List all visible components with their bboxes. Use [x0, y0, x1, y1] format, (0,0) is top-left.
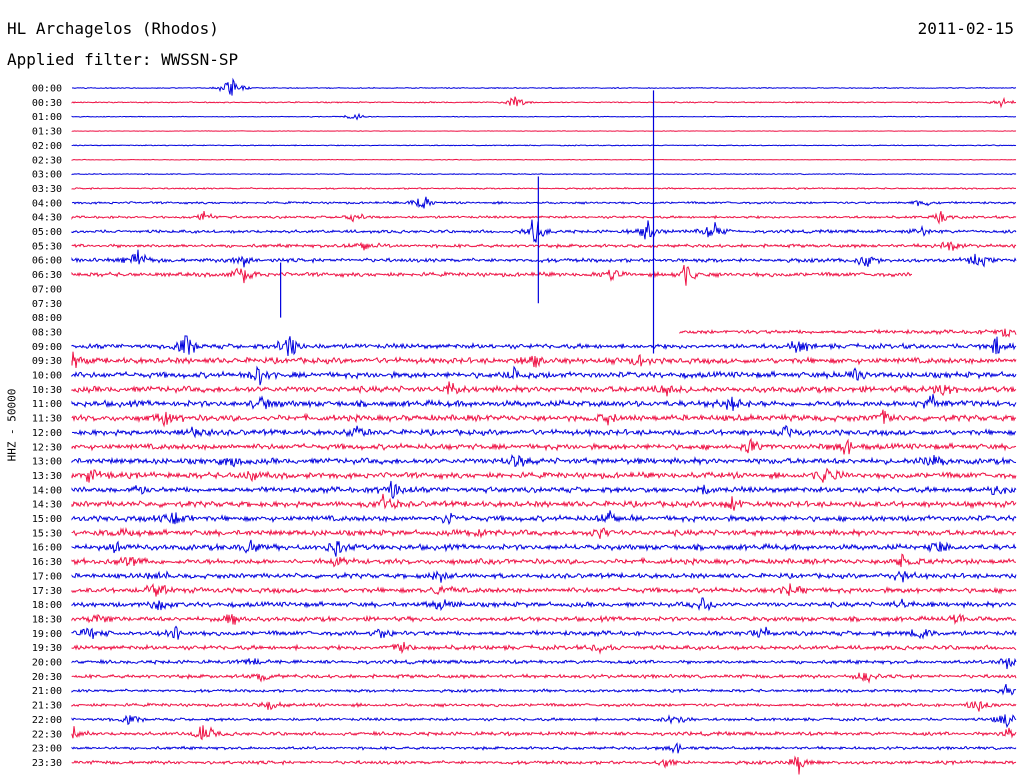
trace-line	[71, 96, 1017, 109]
trace-line	[679, 328, 1017, 338]
time-tick-label: 02:30	[32, 155, 62, 166]
trace-line	[71, 409, 1017, 428]
trace-line	[71, 454, 1017, 468]
time-tick-label: 13:30	[32, 471, 62, 482]
trace-line	[71, 613, 1017, 625]
time-tick-label: 19:30	[32, 643, 62, 654]
trace-line	[71, 186, 1016, 191]
time-tick-label: 05:30	[32, 241, 62, 252]
trace-line	[71, 553, 1016, 568]
trace-line	[71, 112, 1017, 121]
trace-line	[71, 381, 1017, 397]
time-tick-label: 15:30	[32, 528, 62, 539]
time-tick-label: 20:30	[32, 672, 62, 683]
trace-line	[71, 144, 1017, 147]
time-tick-label: 14:30	[32, 500, 62, 511]
time-tick-label: 17:30	[32, 586, 62, 597]
trace-line	[71, 249, 1017, 268]
traces-group	[71, 77, 1017, 775]
tick-labels-group: 00:00 00:30 01:00 01:30 02:00 02:30 03:00 03:30…	[32, 84, 62, 769]
time-tick-label: 14:00	[32, 485, 62, 496]
date-label: 2011-02-15	[917, 19, 1014, 38]
trace-line	[71, 130, 1017, 132]
time-tick-label: 11:30	[32, 414, 62, 425]
filter-label: Applied filter: WWSSN-SP	[7, 50, 239, 69]
time-tick-label: 03:30	[32, 184, 62, 195]
trace-line	[71, 493, 1017, 511]
time-tick-label: 21:00	[32, 686, 62, 697]
station-title: HL Archagelos (Rhodos)	[7, 19, 219, 38]
time-tick-label: 12:00	[32, 428, 62, 439]
time-tick-label: 06:30	[32, 270, 62, 281]
time-tick-label: 22:00	[32, 715, 62, 726]
time-tick-label: 08:00	[32, 313, 62, 324]
trace-line	[71, 219, 1017, 243]
trace-line	[71, 683, 1017, 696]
trace-line	[71, 539, 1017, 557]
trace-line	[71, 77, 1017, 96]
trace-line	[71, 335, 1017, 357]
trace-line	[71, 510, 1017, 526]
time-tick-label: 05:00	[32, 227, 62, 238]
time-tick-label: 23:30	[32, 758, 62, 769]
time-tick-label: 13:00	[32, 457, 62, 468]
time-tick-label: 06:00	[32, 256, 62, 267]
time-tick-label: 09:00	[32, 342, 62, 353]
trace-line	[71, 196, 1017, 209]
time-tick-label: 08:30	[32, 327, 62, 338]
time-tick-label: 04:30	[32, 213, 62, 224]
time-tick-label: 23:00	[32, 744, 62, 755]
trace-line	[71, 158, 1017, 161]
trace-line	[71, 211, 1017, 225]
time-tick-label: 09:30	[32, 356, 62, 367]
trace-line	[71, 480, 1017, 500]
time-tick-label: 18:00	[32, 600, 62, 611]
trace-line	[71, 700, 1017, 712]
time-tick-label: 19:00	[32, 629, 62, 640]
time-tick-label: 16:00	[32, 543, 62, 554]
trace-line	[71, 467, 1017, 483]
time-tick-label: 20:00	[32, 658, 62, 669]
time-tick-label: 16:30	[32, 557, 62, 568]
time-tick-label: 18:30	[32, 614, 62, 625]
trace-line	[71, 597, 1017, 612]
trace-line	[71, 725, 1017, 741]
time-tick-label: 22:30	[32, 729, 62, 740]
trace-line	[71, 672, 1017, 684]
time-tick-label: 07:00	[32, 284, 62, 295]
time-tick-label: 10:30	[32, 385, 62, 396]
trace-line	[71, 437, 1017, 455]
trace-line	[71, 526, 1017, 539]
trace-line	[71, 582, 1017, 597]
time-tick-label: 00:00	[32, 84, 62, 95]
trace-line	[71, 755, 1017, 775]
trace-line	[71, 570, 1017, 583]
time-tick-label: 17:00	[32, 571, 62, 582]
time-tick-label: 02:00	[32, 141, 62, 152]
trace-line	[71, 641, 1017, 655]
trace-line	[71, 365, 1017, 386]
trace-line	[71, 264, 912, 286]
trace-line	[71, 241, 1017, 251]
trace-line	[71, 172, 1017, 176]
time-tick-label: 07:30	[32, 299, 62, 310]
trace-line	[71, 657, 1017, 670]
time-tick-label: 21:30	[32, 701, 62, 712]
time-tick-label: 04:00	[32, 198, 62, 209]
trace-line	[71, 742, 1017, 754]
time-tick-label: 03:00	[32, 170, 62, 181]
trace-line	[71, 394, 1017, 411]
trace-line	[71, 424, 1017, 439]
time-tick-label: 12:30	[32, 442, 62, 453]
time-tick-label: 10:00	[32, 371, 62, 382]
trace-line	[71, 714, 1017, 729]
time-tick-label: 00:30	[32, 98, 62, 109]
time-tick-label: 15:00	[32, 514, 62, 525]
trace-line	[71, 351, 1017, 368]
trace-line	[71, 625, 1017, 640]
time-tick-label: 11:00	[32, 399, 62, 410]
time-tick-label: 01:00	[32, 112, 62, 123]
time-tick-label: 01:30	[32, 127, 62, 138]
